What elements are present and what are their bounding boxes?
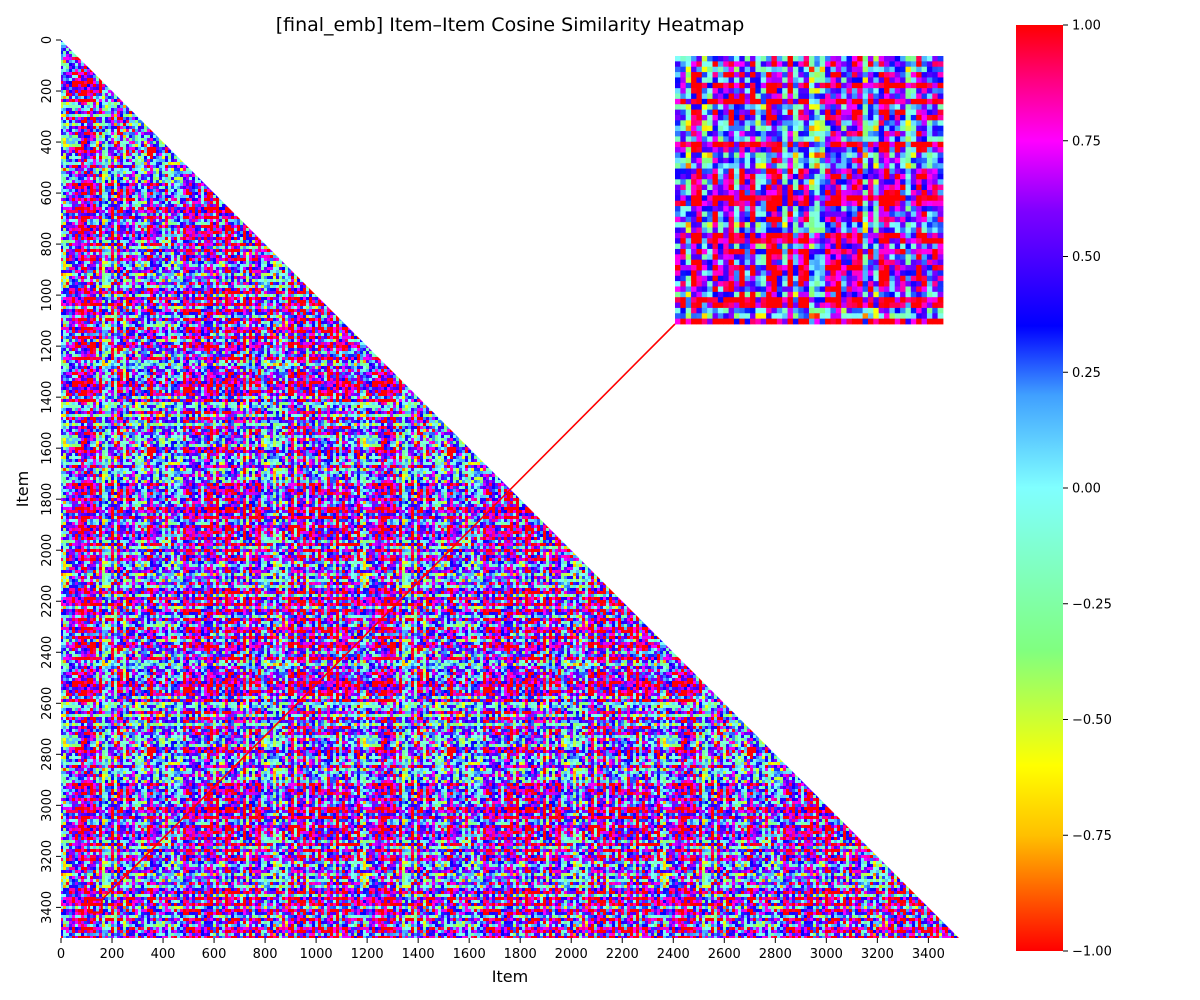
y-tick-label: 1200 xyxy=(40,330,55,363)
x-tick-label: 1800 xyxy=(504,947,537,962)
colorbar-tick-label: 0.00 xyxy=(1072,482,1101,497)
x-tick-label: 2600 xyxy=(708,947,741,962)
x-axis-label: Item xyxy=(492,967,528,986)
colorbar-tick-label: −0.25 xyxy=(1072,597,1112,612)
x-tick-label: 2200 xyxy=(606,947,639,962)
y-tick-label: 1600 xyxy=(40,432,55,465)
y-tick-label: 0 xyxy=(40,36,55,44)
y-tick-label: 600 xyxy=(40,181,55,206)
x-tick-label: 2000 xyxy=(555,947,588,962)
colorbar-ticks: 1.00 0.75 0.50 0.25 0.00 −0.25 −0.50 −0.75 −1.00 xyxy=(1063,19,1112,960)
zoom-inset xyxy=(675,56,944,325)
colorbar: 1.00 0.75 0.50 0.25 0.00 −0.25 −0.50 −0.75 −1.00 xyxy=(1016,19,1112,960)
y-tick-label: 400 xyxy=(40,130,55,155)
zoom-region-marker xyxy=(88,898,103,914)
x-tick-label: 1000 xyxy=(300,947,333,962)
colorbar-tick-label: 0.25 xyxy=(1072,366,1101,381)
x-tick-label: 800 xyxy=(253,947,278,962)
y-tick-label: 800 xyxy=(40,232,55,257)
y-tick-label: 3000 xyxy=(40,789,55,822)
x-tick-label: 3200 xyxy=(861,947,894,962)
x-tick-label: 0 xyxy=(57,947,65,962)
colorbar-gradient xyxy=(1016,25,1063,951)
colorbar-tick-label: 1.00 xyxy=(1072,19,1101,34)
y-tick-label: 1000 xyxy=(40,279,55,312)
zoom-inset-group xyxy=(88,56,944,914)
x-tick-label: 1200 xyxy=(351,947,384,962)
x-tick-label: 2800 xyxy=(759,947,792,962)
colorbar-tick-label: −0.50 xyxy=(1072,713,1112,728)
x-tick-label: 400 xyxy=(151,947,176,962)
x-tick-label: 200 xyxy=(100,947,125,962)
y-tick-label: 200 xyxy=(40,79,55,104)
y-tick-label: 2600 xyxy=(40,687,55,720)
zoom-connector-line xyxy=(101,323,676,901)
x-tick-label: 3000 xyxy=(810,947,843,962)
y-tick-label: 3400 xyxy=(40,891,55,924)
y-tick-label: 3200 xyxy=(40,840,55,873)
y-tick-label: 1400 xyxy=(40,381,55,414)
colorbar-tick-label: 0.75 xyxy=(1072,134,1101,149)
colorbar-tick-label: −1.00 xyxy=(1072,945,1112,960)
y-tick-label: 2800 xyxy=(40,738,55,771)
x-tick-label: 1400 xyxy=(402,947,435,962)
colorbar-tick-label: 0.50 xyxy=(1072,250,1101,265)
y-axis-label: Item xyxy=(13,471,32,507)
chart-title: [final_emb] Item–Item Cosine Similarity … xyxy=(276,14,745,36)
x-tick-label: 2400 xyxy=(657,947,690,962)
x-tick-label: 600 xyxy=(202,947,227,962)
x-tick-label: 3400 xyxy=(912,947,945,962)
y-tick-label: 2200 xyxy=(40,585,55,618)
colorbar-tick-label: −0.75 xyxy=(1072,829,1112,844)
y-tick-label: 2000 xyxy=(40,534,55,567)
x-axis: 0 200 400 600 800 1000 1200 1400 1600 1800 2000 220… xyxy=(57,938,945,962)
x-tick-label: 1600 xyxy=(453,947,486,962)
y-axis: 0 200 400 600 800 1000 1200 1400 1600 1800 2000 220… xyxy=(40,36,61,924)
y-tick-label: 2400 xyxy=(40,636,55,669)
y-tick-label: 1800 xyxy=(40,483,55,516)
